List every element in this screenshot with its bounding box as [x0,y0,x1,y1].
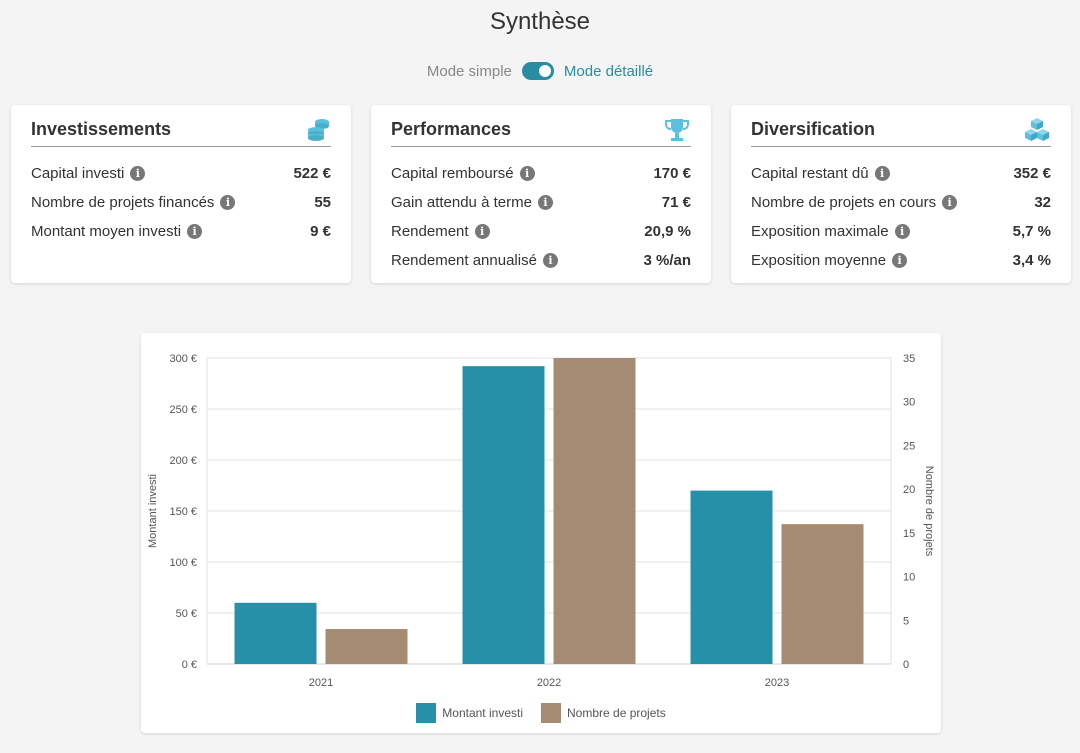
y-tick-label: 300 € [169,353,197,365]
card-title: Performances [391,119,512,139]
mode-toggle: Mode simple Mode détaillé [0,62,1080,80]
legend-swatch [416,703,437,723]
y2-axis-title: Nombre de projets [923,466,935,557]
row-value: 3 %/an [643,252,691,269]
row-label: Gain attendu à terme [391,194,532,211]
row-capital-rembourse: Capital remboursé i 170 € [391,159,691,188]
y2-tick-label: 10 [903,572,915,584]
row-label: Capital remboursé [391,165,514,182]
bar-chart: 0 € 50 € 100 € 150 € 200 € 250 € 300 € 0 5 10 15 20… [147,353,935,689]
x-tick-label: 2021 [309,677,333,689]
chart-legend: Montant investi Nombre de projets [141,703,941,723]
row-value: 170 € [653,165,691,182]
row-label: Rendement [391,223,469,240]
info-icon[interactable]: i [892,253,908,268]
switch-knob [538,65,551,77]
card-title: Investissements [31,119,172,139]
row-exposition-maximale: Exposition maximale i 5,7 % [751,217,1051,246]
y2-tick-label: 0 [903,659,909,671]
row-capital-restant: Capital restant dû i 352 € [751,159,1051,188]
row-value: 71 € [661,194,691,211]
card-diversification: Diversification Capital restant dû i 352 … [731,105,1071,283]
row-value: 20,9 % [644,223,691,240]
y-tick-label: 200 € [169,455,197,467]
y-tick-label: 250 € [169,404,197,416]
row-exposition-moyenne: Exposition moyenne i 3,4 % [751,246,1051,275]
row-value: 3,4 % [1012,252,1051,269]
y2-tick-label: 5 [903,615,909,627]
card-header: Investissements [31,115,331,147]
info-icon[interactable]: i [942,195,958,210]
info-icon[interactable]: i [474,224,490,239]
y2-tick-label: 20 [903,484,915,496]
mode-switch[interactable] [521,62,554,80]
y2-tick-label: 15 [903,528,915,540]
info-icon[interactable]: i [187,224,203,239]
row-nombre-projets-finances: Nombre de projets financés i 55 [31,188,331,217]
mode-detail-label[interactable]: Mode détaillé [563,62,654,80]
row-rendement-annualise: Rendement annualisé i 3 %/an [391,246,691,275]
row-label: Exposition moyenne [751,252,887,269]
bar-nombre-projets-2022 [553,358,636,664]
info-icon[interactable]: i [130,166,146,181]
card-performances: Performances Capital remboursé i 170 € Ga… [371,105,711,283]
legend-swatch [541,703,561,723]
info-icon[interactable]: i [874,166,890,181]
x-tick-label: 2022 [537,677,561,689]
y-tick-label: 150 € [169,506,197,518]
card-investissements: Investissements Capital investi i 522 € N… [11,105,351,283]
row-value: 5,7 % [1012,223,1051,240]
trophy-icon [665,118,689,141]
row-label: Exposition maximale [751,223,889,240]
coins-icon [308,118,329,141]
row-capital-investi: Capital investi i 522 € [31,159,331,188]
row-label: Rendement annualisé [391,252,537,269]
bar-nombre-projets-2023 [781,524,864,664]
legend-item-projets[interactable]: Nombre de projets [541,703,666,723]
row-label: Capital restant dû [751,165,869,182]
legend-item-montant[interactable]: Montant investi [416,703,523,723]
row-value: 55 [314,194,331,211]
row-projets-en-cours: Nombre de projets en cours i 32 [751,188,1051,217]
y2-tick-label: 25 [903,440,915,452]
row-value: 352 € [1013,165,1051,182]
info-icon[interactable]: i [894,224,910,239]
cubes-icon [1025,117,1049,141]
row-gain-attendu: Gain attendu à terme i 71 € [391,188,691,217]
card-header: Performances [391,115,691,147]
legend-label: Nombre de projets [567,706,666,720]
bar-nombre-projets-2021 [325,629,408,664]
row-label: Capital investi [31,165,125,182]
row-value: 32 [1034,194,1051,211]
bar-montant-investi-2022 [462,366,545,664]
row-label: Nombre de projets financés [31,194,215,211]
row-label: Nombre de projets en cours [751,194,937,211]
info-icon[interactable]: i [220,195,236,210]
row-label: Montant moyen investi [31,223,182,240]
row-value: 9 € [310,223,331,240]
card-title: Diversification [751,119,876,139]
page-title: Synthèse [489,8,591,35]
x-tick-label: 2023 [765,677,789,689]
info-icon[interactable]: i [537,195,553,210]
mode-simple-label[interactable]: Mode simple [426,62,512,80]
chart-card: 0 € 50 € 100 € 150 € 200 € 250 € 300 € 0 5 10 15 20… [141,333,941,733]
bar-montant-investi-2023 [690,490,773,664]
y-tick-label: 50 € [176,608,197,620]
y-tick-label: 0 € [182,659,197,671]
legend-label: Montant investi [442,706,523,720]
y2-tick-label: 35 [903,353,915,365]
bar-montant-investi-2021 [234,602,317,664]
row-rendement: Rendement i 20,9 % [391,217,691,246]
y-tick-label: 100 € [169,557,197,569]
y2-tick-label: 30 [903,397,915,409]
summary-cards: Investissements Capital investi i 522 € N… [11,105,1071,283]
info-icon[interactable]: i [519,166,535,181]
info-icon[interactable]: i [542,253,558,268]
card-header: Diversification [751,115,1051,147]
y-axis-title: Montant investi [147,474,159,548]
row-montant-moyen: Montant moyen investi i 9 € [31,217,331,246]
row-value: 522 € [293,165,331,182]
